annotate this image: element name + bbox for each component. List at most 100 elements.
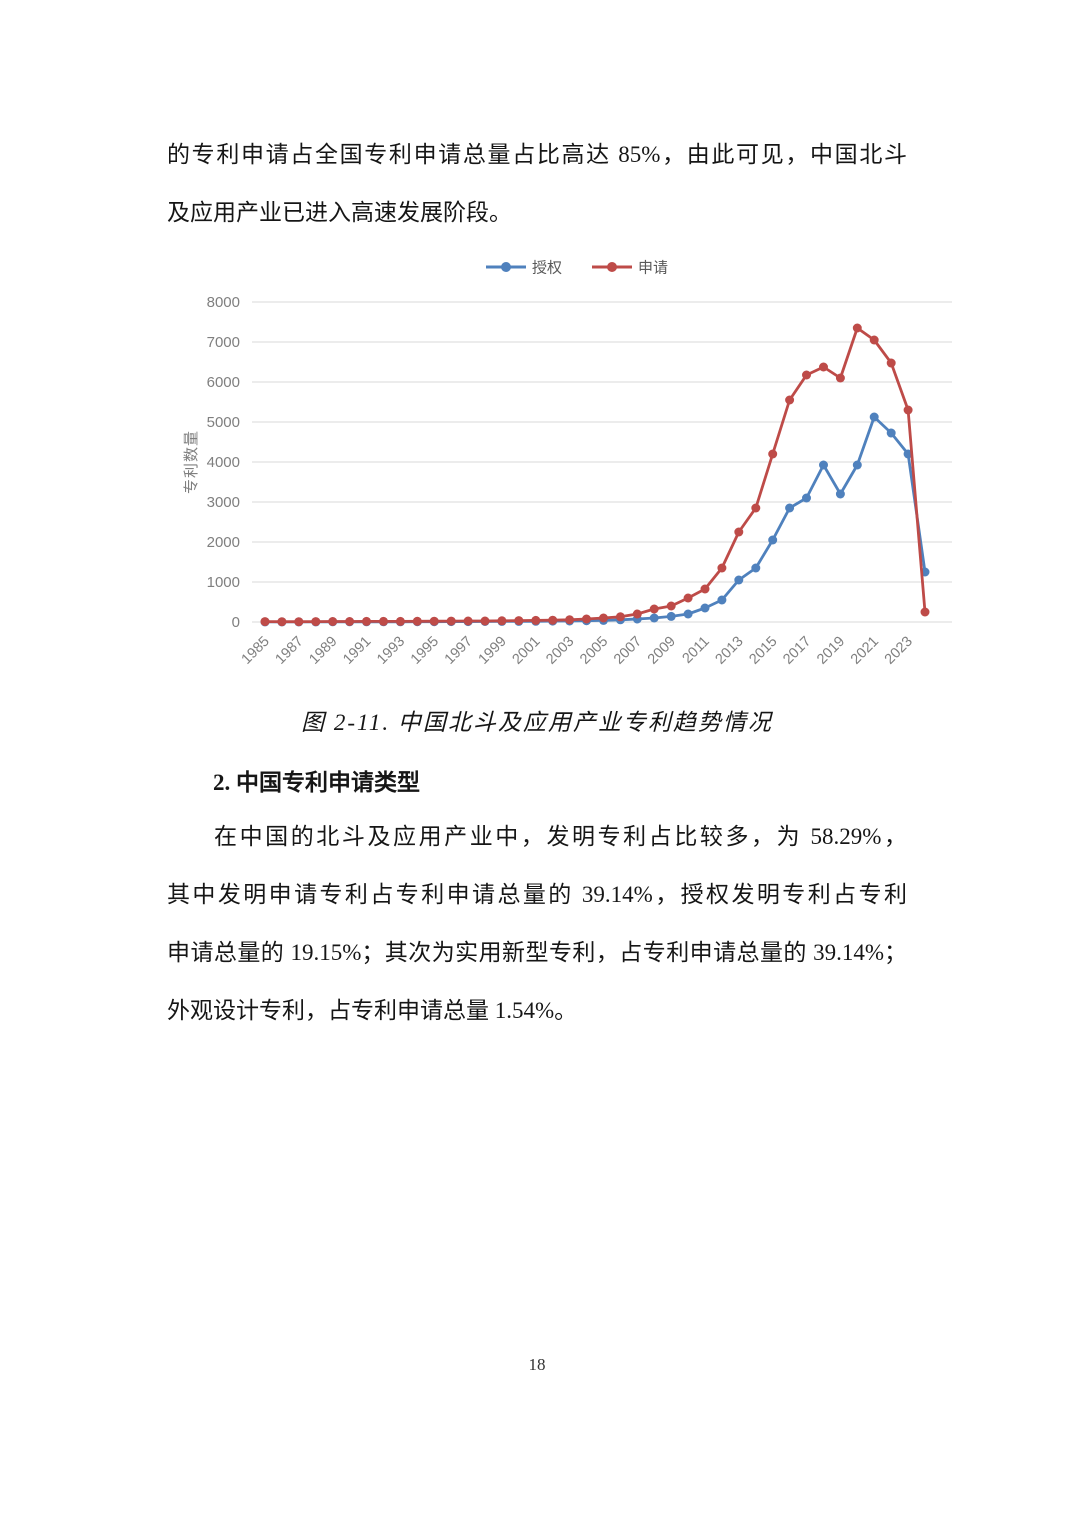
legend-dot-marker	[501, 262, 511, 272]
data-point-marker	[734, 575, 744, 585]
x-tick-label: 2009	[645, 634, 679, 668]
data-point-marker	[819, 460, 828, 470]
y-tick-label: 0	[232, 614, 240, 631]
data-point-marker	[717, 595, 727, 605]
data-point-marker	[802, 370, 811, 380]
data-point-marker	[802, 493, 811, 503]
data-point-marker	[920, 607, 930, 617]
data-point-marker	[362, 616, 371, 626]
data-point-marker	[835, 489, 845, 499]
data-point-marker	[429, 616, 439, 626]
data-point-marker	[463, 616, 473, 626]
patent-trend-chart: 0 1000 2000 3000 4000 5000 6000 7000 8000 专利数量 198…	[180, 250, 960, 675]
x-tick-label: 1989	[306, 634, 340, 668]
y-tick-label: 7000	[207, 334, 240, 351]
data-point-marker	[683, 609, 693, 619]
intro-line-2: 及应用产业已进入高速发展阶段。	[167, 200, 512, 225]
x-tick-label: 2023	[882, 634, 916, 668]
data-point-marker	[700, 584, 710, 594]
data-point-marker	[666, 601, 676, 611]
data-point-marker	[666, 611, 676, 621]
x-tick-label: 1993	[374, 634, 408, 668]
intro-paragraph: 的专利申请占全国专利申请总量占比高达 85%，由此可见，中国北斗 及应用产业已进…	[167, 126, 907, 242]
data-point-marker	[311, 617, 321, 627]
data-point-marker	[294, 617, 304, 627]
data-point-marker	[852, 323, 862, 333]
data-point-marker	[412, 616, 422, 626]
data-point-marker	[768, 449, 778, 459]
x-tick-label: 2019	[814, 634, 848, 668]
page-number: 18	[528, 1355, 546, 1374]
data-point-marker	[751, 563, 761, 573]
x-tick-label: 2013	[713, 634, 747, 668]
data-point-marker	[683, 593, 693, 603]
data-point-marker	[869, 412, 879, 422]
x-tick-label: 2005	[577, 634, 611, 668]
y-axis-title: 专利数量	[183, 430, 200, 494]
y-tick-label: 8000	[207, 294, 240, 311]
data-point-marker	[700, 603, 710, 613]
data-point-marker	[819, 362, 828, 372]
data-point-marker	[852, 460, 862, 470]
data-point-marker	[531, 615, 541, 625]
x-tick-label: 1991	[340, 634, 374, 668]
data-point-marker	[395, 616, 405, 626]
data-point-marker	[497, 616, 507, 626]
data-point-marker	[379, 616, 388, 626]
x-tick-label: 2017	[780, 634, 814, 668]
section-heading: 2. 中国专利申请类型	[213, 770, 420, 795]
data-point-marker	[548, 615, 558, 625]
x-tick-label: 1987	[273, 634, 307, 668]
data-point-marker	[835, 373, 845, 383]
figure-caption: 图 2-11. 中国北斗及应用产业专利趋势情况	[301, 710, 773, 735]
data-point-marker	[514, 616, 524, 626]
data-point-marker	[869, 335, 879, 345]
data-point-marker	[345, 617, 355, 626]
data-point-marker	[886, 358, 896, 368]
x-tick-label: 1995	[408, 634, 442, 668]
data-point-marker	[717, 563, 727, 573]
data-point-marker	[734, 527, 744, 537]
data-point-marker	[565, 615, 575, 625]
series-line-申请	[264, 326, 927, 624]
x-tick-label: 1999	[476, 634, 510, 668]
x-tick-label: 2021	[848, 634, 882, 668]
data-point-marker	[649, 613, 659, 623]
body-line-2: 其中发明申请专利占专利申请总量的 39.14%，授权发明专利占专利	[167, 882, 907, 907]
data-point-marker	[260, 617, 270, 627]
data-point-marker	[615, 612, 625, 622]
data-point-marker	[649, 604, 659, 614]
data-point-marker	[582, 614, 591, 624]
series-line-授权	[265, 415, 927, 624]
y-tick-label: 6000	[207, 374, 240, 391]
body-line-3: 申请总量的 19.15%；其次为实用新型专利，占专利申请总量的 39.14%；	[167, 940, 907, 965]
data-point-marker	[599, 613, 608, 623]
intro-line-1: 的专利申请占全国专利申请总量占比高达 85%，由此可见，中国北斗	[167, 142, 907, 167]
x-tick-label: 2001	[509, 634, 543, 668]
data-point-marker	[328, 617, 338, 626]
x-tick-label: 1985	[239, 634, 273, 668]
data-point-marker	[751, 503, 761, 513]
y-tick-label: 1000	[207, 574, 240, 591]
data-point-marker	[446, 616, 456, 626]
data-point-marker	[903, 405, 913, 415]
x-tick-label: 1997	[442, 634, 476, 668]
x-tick-label: 2011	[679, 634, 712, 667]
data-point-marker	[480, 616, 490, 626]
y-tick-label: 2000	[207, 534, 240, 551]
x-tick-label: 2003	[543, 634, 577, 668]
y-tick-label: 4000	[207, 454, 240, 471]
body-line-1: 在中国的北斗及应用产业中，发明专利占比较多，为 58.29%，	[214, 824, 907, 849]
legend-dot-marker	[607, 262, 617, 272]
x-tick-label: 2015	[746, 634, 780, 668]
patent-trend-chart-svg: 0 1000 2000 3000 4000 5000 6000 7000 8000 专利数量 198…	[183, 260, 952, 668]
legend-label: 授权	[532, 260, 562, 277]
data-point-marker	[277, 617, 287, 627]
y-tick-label: 3000	[207, 494, 240, 511]
data-point-marker	[768, 535, 778, 545]
legend-label: 申请	[638, 260, 668, 277]
y-tick-label: 5000	[207, 414, 240, 431]
body-line-4: 外观设计专利，占专利申请总量 1.54%。	[167, 998, 578, 1023]
data-point-marker	[785, 395, 795, 405]
